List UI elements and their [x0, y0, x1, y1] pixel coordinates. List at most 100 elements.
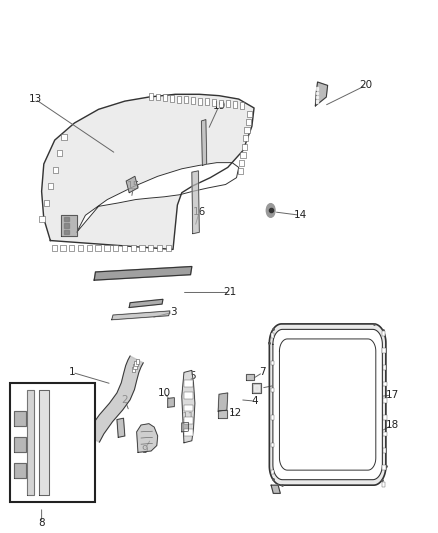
Text: 12: 12: [229, 408, 242, 418]
Polygon shape: [126, 176, 138, 193]
Bar: [233, 101, 237, 108]
Polygon shape: [316, 92, 318, 94]
Polygon shape: [269, 324, 386, 485]
Bar: [139, 245, 145, 252]
Polygon shape: [168, 398, 174, 407]
Polygon shape: [27, 390, 34, 495]
Polygon shape: [218, 393, 228, 411]
Polygon shape: [112, 311, 170, 320]
Polygon shape: [273, 329, 382, 480]
Bar: [184, 417, 193, 424]
Text: 13: 13: [28, 94, 42, 104]
Bar: [163, 94, 167, 101]
Polygon shape: [61, 215, 77, 236]
Bar: [383, 415, 387, 419]
Bar: [382, 348, 386, 353]
Bar: [184, 405, 193, 411]
Text: 9: 9: [141, 445, 148, 455]
Polygon shape: [64, 217, 69, 221]
Polygon shape: [192, 171, 199, 233]
Bar: [113, 245, 118, 252]
Polygon shape: [117, 418, 125, 438]
Text: 16: 16: [193, 207, 206, 217]
Polygon shape: [86, 356, 143, 442]
Text: 1: 1: [69, 367, 76, 377]
Text: 14: 14: [293, 210, 307, 220]
Text: 17: 17: [385, 390, 399, 400]
Bar: [191, 97, 195, 104]
Bar: [48, 183, 53, 189]
Bar: [243, 135, 248, 141]
Polygon shape: [201, 119, 207, 165]
Polygon shape: [42, 94, 254, 249]
Bar: [383, 448, 386, 453]
Bar: [61, 134, 67, 140]
Bar: [383, 398, 387, 403]
Bar: [383, 382, 387, 386]
Polygon shape: [14, 438, 26, 453]
Bar: [136, 359, 139, 364]
Bar: [382, 465, 386, 470]
Polygon shape: [77, 163, 239, 232]
Bar: [238, 168, 243, 174]
Bar: [122, 245, 127, 252]
Bar: [95, 245, 101, 252]
Polygon shape: [316, 95, 318, 99]
Polygon shape: [315, 82, 328, 106]
Text: 6: 6: [275, 379, 282, 390]
Polygon shape: [14, 411, 26, 426]
Text: 7: 7: [259, 367, 266, 377]
Polygon shape: [182, 370, 195, 443]
Bar: [149, 93, 153, 100]
Text: 11: 11: [182, 412, 195, 422]
Bar: [219, 100, 223, 107]
Bar: [131, 245, 136, 252]
Bar: [205, 99, 209, 105]
Polygon shape: [64, 223, 69, 228]
Text: 10: 10: [158, 388, 171, 398]
Circle shape: [266, 204, 275, 217]
Polygon shape: [218, 410, 227, 418]
Text: 21: 21: [223, 287, 237, 297]
Polygon shape: [279, 339, 376, 470]
Text: 19: 19: [212, 101, 226, 111]
Bar: [240, 102, 244, 109]
Bar: [198, 98, 202, 104]
Bar: [184, 392, 193, 399]
Bar: [184, 96, 188, 103]
Bar: [10, 383, 95, 502]
Text: 3: 3: [170, 308, 177, 317]
Polygon shape: [271, 485, 280, 494]
Bar: [44, 199, 49, 206]
Bar: [226, 100, 230, 107]
Text: 15: 15: [127, 181, 140, 191]
Polygon shape: [246, 375, 254, 380]
Polygon shape: [252, 383, 261, 393]
Bar: [132, 367, 135, 372]
Text: 4: 4: [251, 396, 258, 406]
Bar: [87, 245, 92, 252]
Bar: [53, 167, 58, 173]
Bar: [271, 334, 274, 337]
Bar: [39, 216, 45, 222]
Bar: [271, 415, 274, 419]
Bar: [271, 361, 274, 365]
Bar: [52, 245, 57, 252]
Bar: [184, 380, 193, 387]
Bar: [78, 245, 83, 252]
Bar: [212, 99, 216, 106]
Bar: [133, 364, 137, 369]
Bar: [69, 245, 74, 252]
Bar: [184, 429, 193, 436]
Bar: [382, 482, 385, 487]
Polygon shape: [137, 424, 158, 453]
Bar: [239, 160, 244, 166]
Polygon shape: [129, 300, 163, 308]
Text: 18: 18: [385, 420, 399, 430]
Text: 5: 5: [189, 371, 196, 381]
Bar: [60, 245, 66, 252]
Bar: [246, 119, 251, 125]
Polygon shape: [182, 422, 188, 432]
Bar: [170, 95, 174, 102]
Bar: [177, 95, 181, 102]
